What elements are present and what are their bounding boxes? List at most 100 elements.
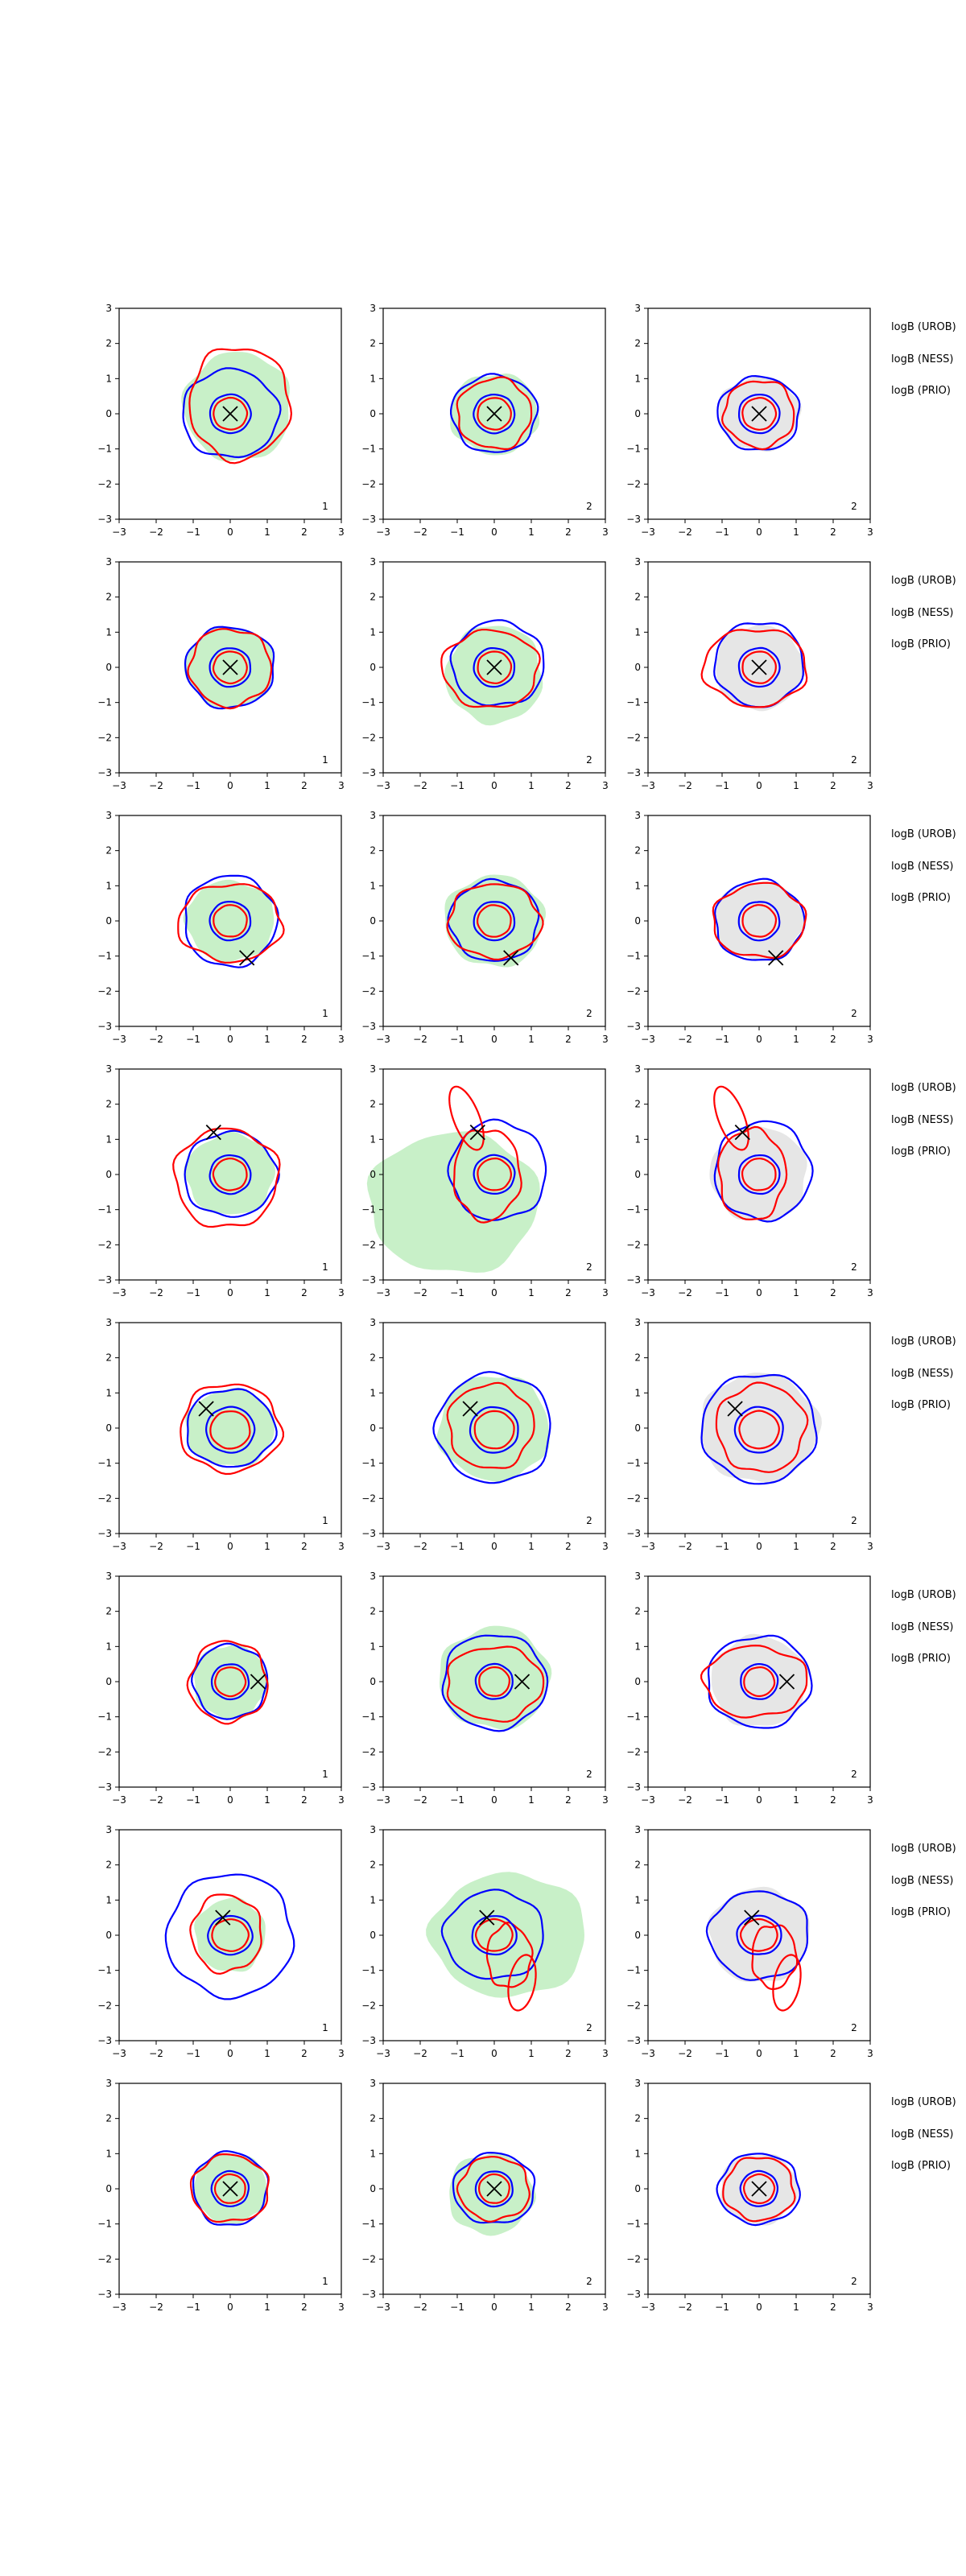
x-tick-label: −1	[715, 526, 729, 538]
panel-r7-c2: −3−3 −2 −2 −1 −1 0 0 1 1 2 2 3 3 2	[361, 1824, 609, 2059]
red-contour	[485, 1922, 534, 1988]
y-tick-label: 3	[105, 810, 112, 821]
y-tick-label: 2	[369, 845, 376, 857]
x-tick-label: 3	[867, 2301, 873, 2313]
marker-x	[751, 406, 767, 422]
y-tick-label: 3	[634, 1317, 641, 1328]
blue-inner-contour	[474, 2170, 514, 2208]
y-tick-label: 3	[105, 556, 112, 568]
y-tick-label: 1	[105, 1387, 112, 1398]
x-tick-label: 2	[565, 1541, 572, 1552]
marker-x	[222, 2181, 238, 2197]
marker-x	[751, 659, 767, 675]
panel-r3-c3: −3−3 −2 −2 −1 −1 0 0 1 1 2 2 3 3 2	[626, 810, 873, 1045]
blue-inner-contour	[208, 647, 252, 688]
x-tick-label: −1	[715, 1287, 729, 1298]
blue-contour	[707, 1634, 813, 1729]
y-tick-label: −3	[626, 1528, 641, 1539]
x-tick-label: 3	[867, 2048, 873, 2059]
panel-r1-c3: −3−3 −2 −2 −1 −1 0 0 1 1 2 2 3 3 2	[626, 303, 873, 538]
x-tick-label: 2	[830, 526, 836, 538]
y-tick-label: 2	[634, 845, 641, 857]
x-tick-label: 3	[338, 2301, 345, 2313]
y-tick-label: 1	[634, 1641, 641, 1652]
x-tick-label: −3	[641, 1794, 655, 1806]
row-legend-label: logB (PRIO)	[891, 1399, 951, 1411]
x-tick-label: 0	[756, 1794, 762, 1806]
x-tick-label: −1	[450, 1794, 464, 1806]
panel-corner-label: 1	[322, 1515, 328, 1526]
blue-inner-contour	[473, 647, 516, 688]
panel-corner-label: 1	[322, 1261, 328, 1273]
red-inner-contour	[478, 1666, 511, 1697]
y-tick-label: 1	[369, 626, 376, 638]
y-tick-label: −2	[361, 2253, 376, 2264]
marker-x	[479, 1909, 495, 1926]
y-tick-label: 2	[634, 1606, 641, 1617]
y-tick-label: 1	[369, 1641, 376, 1652]
y-tick-label: 0	[105, 915, 112, 927]
x-tick-label: 2	[301, 1541, 308, 1552]
density-fill	[426, 1872, 584, 1998]
x-tick-label: 2	[565, 1794, 572, 1806]
y-tick-label: 2	[105, 845, 112, 857]
y-tick-label: 0	[369, 1676, 376, 1687]
density-fill	[716, 625, 807, 712]
red-contour	[446, 883, 544, 961]
red-contour	[189, 2153, 270, 2223]
y-tick-label: 3	[634, 556, 641, 568]
y-tick-label: −1	[97, 1965, 112, 1976]
marker-x	[514, 1674, 530, 1690]
y-tick-label: 2	[369, 1099, 376, 1110]
y-tick-label: 1	[634, 1133, 641, 1145]
blue-inner-contour	[736, 1914, 782, 1955]
y-tick-label: −1	[361, 951, 376, 962]
y-tick-label: 3	[634, 1571, 641, 1582]
y-tick-label: −2	[361, 478, 376, 489]
x-tick-label: −3	[376, 1794, 390, 1806]
x-tick-label: 0	[491, 2048, 497, 2059]
x-tick-label: 0	[491, 1541, 497, 1552]
x-tick-label: −1	[186, 780, 200, 791]
x-tick-label: −2	[413, 1287, 427, 1298]
y-tick-label: 3	[105, 1063, 112, 1075]
x-tick-label: −3	[641, 2048, 655, 2059]
x-tick-label: −3	[376, 780, 390, 791]
panel-corner-label: 2	[851, 1008, 857, 1019]
x-tick-label: 3	[338, 1794, 345, 1806]
x-tick-label: 3	[338, 1034, 345, 1045]
x-tick-label: 1	[264, 780, 270, 791]
marker-x	[727, 1401, 743, 1417]
blue-inner-contour	[210, 1663, 250, 1701]
x-tick-label: 0	[491, 780, 497, 791]
y-tick-label: 2	[634, 1352, 641, 1364]
red-inner-contour	[212, 650, 248, 685]
blue-contour	[432, 1371, 551, 1484]
x-tick-label: −1	[186, 1287, 200, 1298]
red-contour	[712, 881, 807, 960]
panel-r7-c1: −3−3 −2 −2 −1 −1 0 0 1 1 2 2 3 3 1	[97, 1824, 345, 2059]
x-tick-label: 3	[338, 780, 345, 791]
x-tick-label: 0	[491, 1794, 497, 1806]
y-tick-label: 1	[634, 880, 641, 891]
blue-contour	[449, 619, 545, 707]
x-tick-label: 3	[867, 526, 873, 538]
y-tick-label: −3	[97, 767, 112, 778]
panel-r2-c1: −3−3 −2 −2 −1 −1 0 0 1 1 2 2 3 3 1	[97, 556, 345, 791]
density-fill	[715, 881, 807, 961]
x-tick-label: −1	[186, 1034, 200, 1045]
x-tick-label: −3	[376, 1541, 390, 1552]
red-inner-contour	[211, 1918, 250, 1952]
blue-inner-contour	[471, 1915, 518, 1956]
y-tick-label: 2	[369, 338, 376, 349]
blue-inner-contour	[473, 901, 516, 942]
x-tick-label: 2	[301, 780, 308, 791]
panel-corner-label: 2	[851, 1515, 857, 1526]
x-tick-label: −3	[641, 1034, 655, 1045]
marker-x	[486, 406, 502, 422]
blue-contour	[450, 373, 539, 453]
x-tick-label: −2	[678, 1541, 692, 1552]
x-tick-label: −2	[678, 1794, 692, 1806]
x-tick-label: 2	[565, 780, 572, 791]
red-contour	[456, 376, 533, 450]
